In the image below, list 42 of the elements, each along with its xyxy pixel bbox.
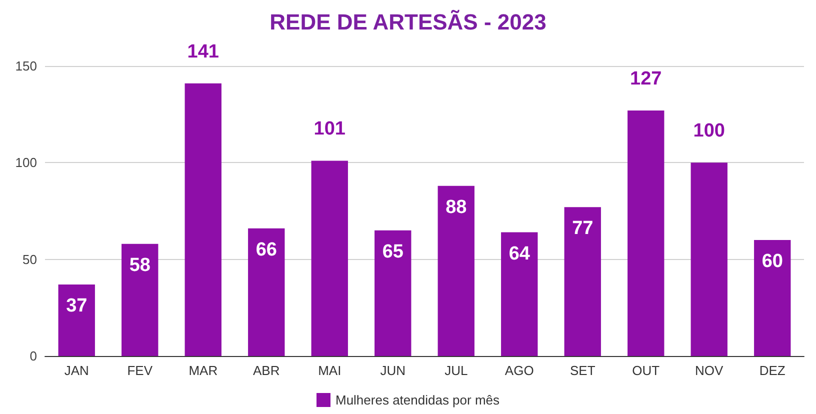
legend-label: Mulheres atendidas por mês (335, 392, 500, 408)
data-label: 64 (508, 243, 530, 264)
x-tick-label: DEZ (759, 363, 786, 378)
data-label: 66 (256, 239, 277, 260)
data-label: 141 (187, 41, 220, 62)
bar (564, 207, 601, 356)
x-tick-label: OUT (632, 363, 660, 378)
data-label: 58 (129, 254, 150, 276)
data-label: 88 (446, 196, 467, 218)
y-tick-label: 50 (22, 252, 37, 267)
x-tick-label: JUL (444, 363, 468, 378)
bar (374, 230, 412, 356)
data-label: 60 (762, 251, 783, 272)
x-tick-label: SET (570, 363, 596, 378)
data-label: 100 (693, 120, 725, 142)
data-label: 77 (572, 218, 594, 240)
bar (754, 240, 791, 356)
bar (122, 244, 158, 356)
bar (690, 162, 728, 356)
data-label: 65 (382, 241, 404, 262)
x-tick-label: JUN (380, 363, 406, 378)
bar (438, 186, 474, 356)
bar (184, 83, 222, 356)
x-tick-label: NOV (695, 363, 724, 378)
x-tick-label: MAR (188, 363, 218, 378)
data-label: 127 (630, 68, 662, 90)
chart-title: REDE DE ARTESÃS - 2023 (270, 10, 546, 34)
x-tick-label: FEV (127, 363, 153, 378)
x-tick-label: JAN (64, 363, 89, 378)
y-tick-label: 100 (15, 155, 37, 170)
y-tick-label: 150 (15, 58, 37, 74)
bar (311, 160, 348, 356)
x-tick-label: MAI (318, 363, 342, 378)
bar (628, 110, 664, 356)
bar (501, 232, 538, 356)
bar (58, 284, 95, 356)
data-label: 101 (314, 118, 346, 140)
data-label: 37 (66, 295, 88, 316)
x-tick-label: AGO (504, 363, 534, 378)
y-tick-label: 0 (30, 348, 37, 364)
x-tick-label: ABR (253, 363, 280, 378)
bar (248, 228, 285, 356)
